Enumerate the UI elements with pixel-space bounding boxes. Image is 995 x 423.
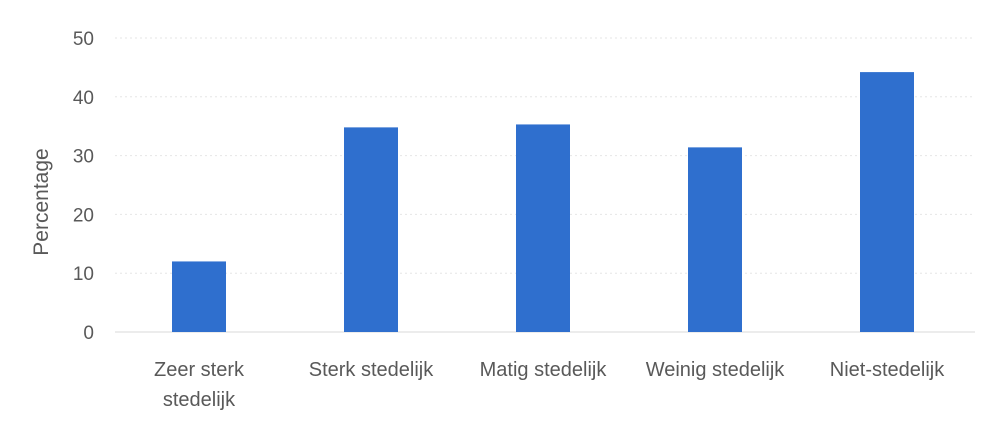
y-axis-ticks: 0 10 20 30 40 50 <box>73 29 94 344</box>
y-tick-label: 20 <box>73 205 94 226</box>
y-tick-label: 0 <box>83 323 94 344</box>
y-tick-label: 10 <box>73 264 94 285</box>
x-tick-label: Zeer sterk stedelijk <box>154 359 245 411</box>
bar <box>688 147 742 332</box>
x-tick-label-line: Weinig stedelijk <box>646 359 786 381</box>
bar <box>344 127 398 332</box>
bars <box>172 72 914 332</box>
x-tick-label-line: stedelijk <box>163 389 236 411</box>
x-tick-label-line: Zeer sterk <box>154 359 245 381</box>
x-tick-label: Niet-stedelijk <box>830 359 945 381</box>
x-tick-label-line: Niet-stedelijk <box>830 359 945 381</box>
x-tick-label: Weinig stedelijk <box>646 359 786 381</box>
y-axis-title: Percentage <box>30 148 53 255</box>
y-tick-label: 30 <box>73 147 94 168</box>
x-tick-label: Matig stedelijk <box>480 359 608 381</box>
x-axis-labels: Zeer sterk stedelijk Sterk stedelijk Matig … <box>154 359 945 411</box>
x-tick-label-line: Matig stedelijk <box>480 359 608 381</box>
x-tick-label: Sterk stedelijk <box>309 359 434 381</box>
bar <box>172 261 226 332</box>
bar <box>516 124 570 332</box>
y-tick-label: 40 <box>73 88 94 109</box>
bar <box>860 72 914 332</box>
x-tick-label-line: Sterk stedelijk <box>309 359 434 381</box>
y-tick-label: 50 <box>73 29 94 50</box>
